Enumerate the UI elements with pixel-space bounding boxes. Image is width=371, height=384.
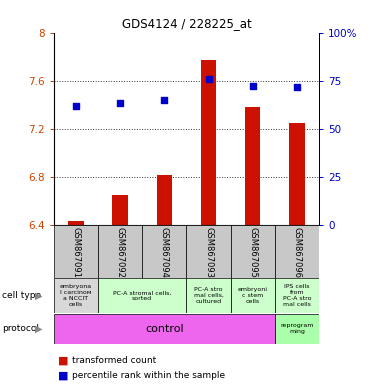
Point bbox=[250, 83, 256, 89]
Text: embryona
l carcinoм
a NCCIT
cells: embryona l carcinoм a NCCIT cells bbox=[60, 285, 92, 307]
Text: GSM867091: GSM867091 bbox=[71, 227, 81, 278]
Text: PC-A stromal cells,
sorted: PC-A stromal cells, sorted bbox=[113, 290, 171, 301]
Point bbox=[161, 97, 167, 103]
Bar bbox=[289, 122, 305, 225]
Text: ▶: ▶ bbox=[35, 291, 43, 301]
Text: cell type: cell type bbox=[2, 291, 41, 300]
Text: embryoni
c stem
cells: embryoni c stem cells bbox=[238, 287, 268, 304]
Point bbox=[117, 100, 123, 106]
Point bbox=[73, 103, 79, 109]
Title: GDS4124 / 228225_at: GDS4124 / 228225_at bbox=[122, 17, 251, 30]
Bar bbox=[186, 225, 231, 278]
Bar bbox=[231, 225, 275, 278]
Bar bbox=[98, 225, 142, 278]
Text: protocol: protocol bbox=[2, 324, 39, 333]
Text: reprogram
ming: reprogram ming bbox=[280, 323, 313, 334]
Text: transformed count: transformed count bbox=[72, 356, 157, 365]
Text: GSM867094: GSM867094 bbox=[160, 227, 169, 278]
Point bbox=[206, 76, 211, 82]
Bar bbox=[231, 278, 275, 313]
Bar bbox=[275, 278, 319, 313]
Bar bbox=[186, 278, 231, 313]
Bar bbox=[201, 60, 216, 225]
Bar bbox=[98, 278, 186, 313]
Bar bbox=[275, 314, 319, 344]
Text: percentile rank within the sample: percentile rank within the sample bbox=[72, 371, 226, 380]
Bar bbox=[245, 107, 260, 225]
Text: ■: ■ bbox=[58, 371, 68, 381]
Bar bbox=[112, 195, 128, 225]
Text: GSM867092: GSM867092 bbox=[116, 227, 125, 278]
Text: IPS cells
from
PC-A stro
mal cells: IPS cells from PC-A stro mal cells bbox=[283, 285, 311, 307]
Point bbox=[294, 84, 300, 91]
Bar bbox=[157, 175, 172, 225]
Text: control: control bbox=[145, 324, 184, 334]
Bar bbox=[68, 221, 83, 225]
Bar bbox=[54, 225, 98, 278]
Text: GSM867096: GSM867096 bbox=[292, 227, 302, 278]
Text: ▶: ▶ bbox=[35, 324, 43, 334]
Text: PC-A stro
mal cells,
cultured: PC-A stro mal cells, cultured bbox=[194, 287, 223, 304]
Bar bbox=[54, 314, 275, 344]
Bar bbox=[275, 225, 319, 278]
Text: ■: ■ bbox=[58, 355, 68, 365]
Text: GSM867095: GSM867095 bbox=[248, 227, 257, 278]
Text: GSM867093: GSM867093 bbox=[204, 227, 213, 278]
Bar bbox=[54, 278, 98, 313]
Bar bbox=[142, 225, 186, 278]
